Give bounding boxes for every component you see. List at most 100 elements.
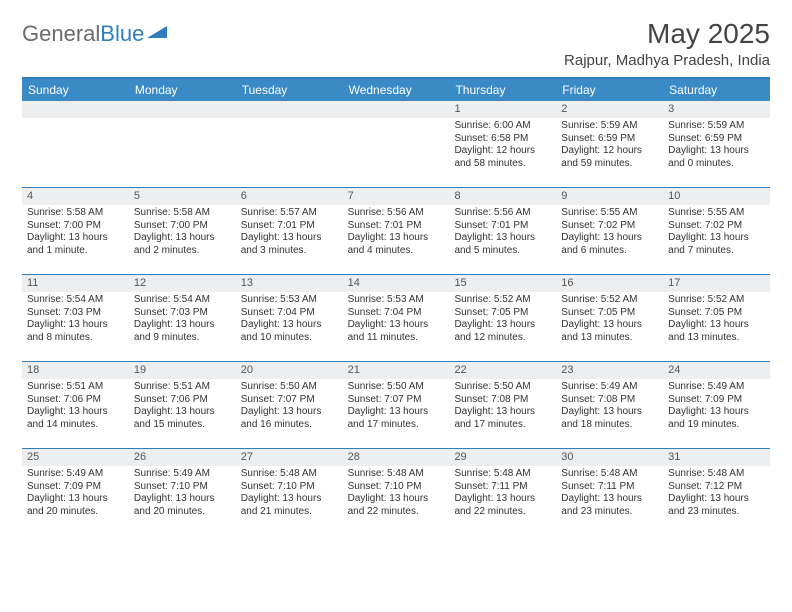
day-line: Daylight: 13 hours <box>668 319 765 332</box>
day-line: and 15 minutes. <box>134 419 231 432</box>
day-line: and 22 minutes. <box>454 506 551 519</box>
day-cell: 1Sunrise: 6:00 AMSunset: 6:58 PMDaylight… <box>449 101 556 187</box>
day-body: Sunrise: 5:55 AMSunset: 7:02 PMDaylight:… <box>556 205 663 261</box>
day-number: 25 <box>22 449 129 466</box>
day-body: Sunrise: 5:51 AMSunset: 7:06 PMDaylight:… <box>22 379 129 435</box>
day-line: Daylight: 13 hours <box>561 493 658 506</box>
day-cell: 14Sunrise: 5:53 AMSunset: 7:04 PMDayligh… <box>343 275 450 361</box>
day-line: Sunrise: 5:50 AM <box>241 381 338 394</box>
day-cell <box>129 101 236 187</box>
day-cell: 19Sunrise: 5:51 AMSunset: 7:06 PMDayligh… <box>129 362 236 448</box>
day-line: and 59 minutes. <box>561 158 658 171</box>
day-cell: 30Sunrise: 5:48 AMSunset: 7:11 PMDayligh… <box>556 449 663 535</box>
day-body: Sunrise: 5:48 AMSunset: 7:10 PMDaylight:… <box>236 466 343 522</box>
day-line: Sunrise: 5:58 AM <box>134 207 231 220</box>
day-body: Sunrise: 5:48 AMSunset: 7:11 PMDaylight:… <box>556 466 663 522</box>
day-line: Sunrise: 5:59 AM <box>561 120 658 133</box>
day-line: Sunrise: 5:49 AM <box>561 381 658 394</box>
day-line: and 23 minutes. <box>668 506 765 519</box>
day-line: Sunrise: 5:59 AM <box>668 120 765 133</box>
day-line: and 5 minutes. <box>454 245 551 258</box>
day-line: Sunset: 7:00 PM <box>27 220 124 233</box>
day-line: Sunrise: 5:56 AM <box>348 207 445 220</box>
day-cell: 22Sunrise: 5:50 AMSunset: 7:08 PMDayligh… <box>449 362 556 448</box>
day-cell: 29Sunrise: 5:48 AMSunset: 7:11 PMDayligh… <box>449 449 556 535</box>
day-number: 8 <box>449 188 556 205</box>
day-body: Sunrise: 5:50 AMSunset: 7:07 PMDaylight:… <box>236 379 343 435</box>
day-line: Daylight: 13 hours <box>348 232 445 245</box>
day-body: Sunrise: 5:56 AMSunset: 7:01 PMDaylight:… <box>449 205 556 261</box>
day-cell: 20Sunrise: 5:50 AMSunset: 7:07 PMDayligh… <box>236 362 343 448</box>
day-cell <box>22 101 129 187</box>
day-line: and 58 minutes. <box>454 158 551 171</box>
day-line: and 1 minute. <box>27 245 124 258</box>
day-body: Sunrise: 5:59 AMSunset: 6:59 PMDaylight:… <box>663 118 770 174</box>
day-cell: 18Sunrise: 5:51 AMSunset: 7:06 PMDayligh… <box>22 362 129 448</box>
day-cell: 4Sunrise: 5:58 AMSunset: 7:00 PMDaylight… <box>22 188 129 274</box>
day-number: 10 <box>663 188 770 205</box>
day-line: and 17 minutes. <box>348 419 445 432</box>
day-body: Sunrise: 5:53 AMSunset: 7:04 PMDaylight:… <box>236 292 343 348</box>
day-line: and 0 minutes. <box>668 158 765 171</box>
day-line: Sunrise: 5:56 AM <box>454 207 551 220</box>
day-number: 20 <box>236 362 343 379</box>
day-number: 22 <box>449 362 556 379</box>
day-line: Sunset: 7:12 PM <box>668 481 765 494</box>
day-line: Sunrise: 5:55 AM <box>668 207 765 220</box>
day-line: Sunrise: 5:52 AM <box>561 294 658 307</box>
day-body: Sunrise: 5:49 AMSunset: 7:09 PMDaylight:… <box>663 379 770 435</box>
day-body: Sunrise: 5:59 AMSunset: 6:59 PMDaylight:… <box>556 118 663 174</box>
day-line: Daylight: 13 hours <box>348 406 445 419</box>
day-line: Daylight: 13 hours <box>668 493 765 506</box>
day-body <box>22 118 129 124</box>
day-number <box>129 101 236 118</box>
day-line: Daylight: 13 hours <box>241 493 338 506</box>
day-number: 31 <box>663 449 770 466</box>
dow-friday: Friday <box>556 79 663 101</box>
day-cell: 7Sunrise: 5:56 AMSunset: 7:01 PMDaylight… <box>343 188 450 274</box>
day-line: Sunrise: 5:49 AM <box>134 468 231 481</box>
day-line: Sunset: 7:00 PM <box>134 220 231 233</box>
day-line: and 6 minutes. <box>561 245 658 258</box>
day-body: Sunrise: 5:51 AMSunset: 7:06 PMDaylight:… <box>129 379 236 435</box>
day-number: 5 <box>129 188 236 205</box>
day-line: Sunrise: 5:57 AM <box>241 207 338 220</box>
day-line: and 9 minutes. <box>134 332 231 345</box>
logo: GeneralBlue <box>22 18 167 50</box>
day-line: and 13 minutes. <box>668 332 765 345</box>
day-line: Sunset: 7:11 PM <box>454 481 551 494</box>
day-line: Sunrise: 5:48 AM <box>348 468 445 481</box>
day-line: Daylight: 12 hours <box>561 145 658 158</box>
day-line: Sunrise: 5:52 AM <box>668 294 765 307</box>
day-number: 17 <box>663 275 770 292</box>
day-cell: 28Sunrise: 5:48 AMSunset: 7:10 PMDayligh… <box>343 449 450 535</box>
day-cell: 15Sunrise: 5:52 AMSunset: 7:05 PMDayligh… <box>449 275 556 361</box>
day-number: 4 <box>22 188 129 205</box>
day-cell: 5Sunrise: 5:58 AMSunset: 7:00 PMDaylight… <box>129 188 236 274</box>
day-line: Daylight: 13 hours <box>348 319 445 332</box>
day-cell: 9Sunrise: 5:55 AMSunset: 7:02 PMDaylight… <box>556 188 663 274</box>
day-line: Daylight: 13 hours <box>348 493 445 506</box>
day-line: Sunset: 7:08 PM <box>561 394 658 407</box>
day-cell: 31Sunrise: 5:48 AMSunset: 7:12 PMDayligh… <box>663 449 770 535</box>
day-number <box>236 101 343 118</box>
day-body: Sunrise: 5:56 AMSunset: 7:01 PMDaylight:… <box>343 205 450 261</box>
day-number: 7 <box>343 188 450 205</box>
day-cell: 26Sunrise: 5:49 AMSunset: 7:10 PMDayligh… <box>129 449 236 535</box>
day-line: Daylight: 13 hours <box>27 493 124 506</box>
day-line: and 3 minutes. <box>241 245 338 258</box>
dow-wednesday: Wednesday <box>343 79 450 101</box>
day-body: Sunrise: 5:58 AMSunset: 7:00 PMDaylight:… <box>22 205 129 261</box>
week-row: 4Sunrise: 5:58 AMSunset: 7:00 PMDaylight… <box>22 187 770 274</box>
day-line: Sunrise: 6:00 AM <box>454 120 551 133</box>
day-line: and 22 minutes. <box>348 506 445 519</box>
header: GeneralBlue May 2025 Rajpur, Madhya Prad… <box>22 18 770 69</box>
day-line: Sunrise: 5:50 AM <box>348 381 445 394</box>
day-line: Daylight: 13 hours <box>454 319 551 332</box>
day-line: Sunrise: 5:54 AM <box>134 294 231 307</box>
day-cell <box>236 101 343 187</box>
logo-triangle-icon <box>147 18 167 44</box>
logo-text-2: Blue <box>100 21 144 47</box>
day-line: Daylight: 13 hours <box>134 493 231 506</box>
day-line: Sunset: 7:04 PM <box>348 307 445 320</box>
